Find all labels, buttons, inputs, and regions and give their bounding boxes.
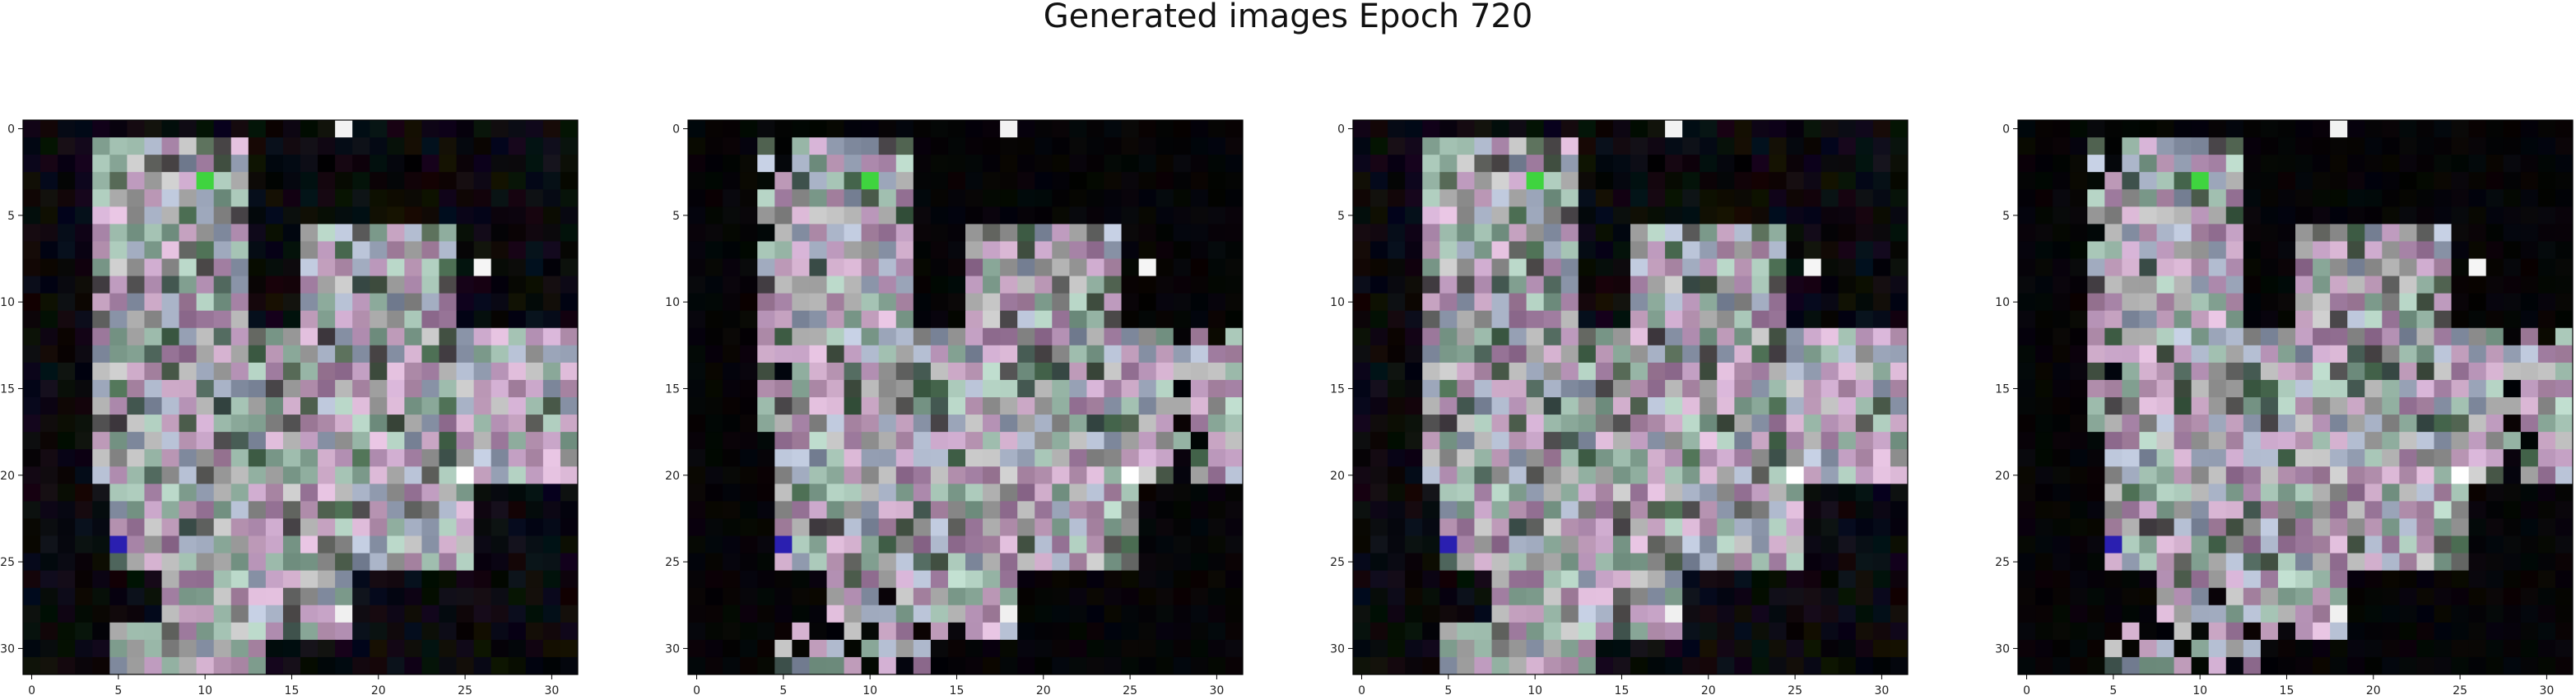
x-tick-label: 25 (2453, 684, 2467, 695)
image-panel-2 (688, 120, 1244, 675)
y-tick-label: 5 (672, 210, 680, 223)
image-panel-3 (1353, 120, 1909, 675)
y-tick-label: 30 (0, 642, 15, 656)
y-tick-label: 25 (1995, 556, 2010, 569)
x-tick-label: 20 (2366, 684, 2381, 695)
x-tick-label: 30 (1209, 684, 1224, 695)
x-tick-label: 15 (2280, 684, 2295, 695)
x-tick-label: 0 (2023, 684, 2030, 695)
x-tick-label: 10 (1527, 684, 1542, 695)
y-tick-label: 5 (2002, 210, 2010, 223)
y-tick-label: 0 (2002, 123, 2010, 137)
y-tick-label: 0 (7, 123, 15, 137)
axes-frame (2017, 119, 2574, 675)
axes-frame (1352, 119, 1909, 675)
y-tick-label: 15 (0, 382, 15, 396)
x-tick-label: 15 (285, 684, 300, 695)
figure-title: Generated images Epoch 720 (1043, 0, 1533, 35)
x-tick-label: 0 (28, 684, 35, 695)
x-tick-label: 0 (693, 684, 700, 695)
y-tick-label: 20 (665, 470, 680, 483)
y-tick-label: 0 (1337, 123, 1345, 137)
x-tick-label: 15 (1615, 684, 1630, 695)
x-tick-label: 25 (458, 684, 472, 695)
y-tick-label: 20 (0, 470, 15, 483)
y-tick-label: 15 (1330, 382, 1345, 396)
y-tick-label: 10 (665, 296, 680, 309)
y-tick-label: 20 (1995, 470, 2010, 483)
y-tick-label: 25 (1330, 556, 1345, 569)
y-tick-label: 0 (672, 123, 680, 137)
y-tick-label: 20 (1330, 470, 1345, 483)
x-tick-label: 20 (1036, 684, 1051, 695)
x-tick-label: 20 (1701, 684, 1716, 695)
x-tick-label: 30 (1874, 684, 1889, 695)
image-panel-1 (23, 120, 579, 675)
x-tick-label: 15 (950, 684, 965, 695)
y-tick-label: 10 (0, 296, 15, 309)
x-tick-label: 25 (1123, 684, 1137, 695)
x-tick-label: 30 (2539, 684, 2554, 695)
y-tick-label: 5 (1337, 210, 1345, 223)
y-tick-label: 5 (7, 210, 15, 223)
x-tick-label: 20 (371, 684, 386, 695)
x-tick-label: 5 (114, 684, 122, 695)
y-tick-label: 15 (665, 382, 680, 396)
y-tick-label: 10 (1995, 296, 2010, 309)
y-tick-label: 30 (1995, 642, 2010, 656)
x-tick-label: 5 (2109, 684, 2117, 695)
y-tick-label: 10 (1330, 296, 1345, 309)
x-tick-label: 10 (2192, 684, 2207, 695)
y-tick-label: 25 (665, 556, 680, 569)
x-tick-label: 5 (779, 684, 787, 695)
image-panel-4 (2018, 120, 2574, 675)
x-tick-label: 0 (1358, 684, 1365, 695)
x-tick-label: 30 (544, 684, 559, 695)
x-tick-label: 10 (863, 684, 877, 695)
y-tick-label: 30 (665, 642, 680, 656)
y-tick-label: 15 (1995, 382, 2010, 396)
x-tick-label: 25 (1788, 684, 1802, 695)
y-tick-label: 25 (0, 556, 15, 569)
x-tick-label: 10 (198, 684, 212, 695)
x-tick-label: 5 (1444, 684, 1452, 695)
y-tick-label: 30 (1330, 642, 1345, 656)
axes-frame (22, 119, 579, 675)
axes-frame (687, 119, 1244, 675)
